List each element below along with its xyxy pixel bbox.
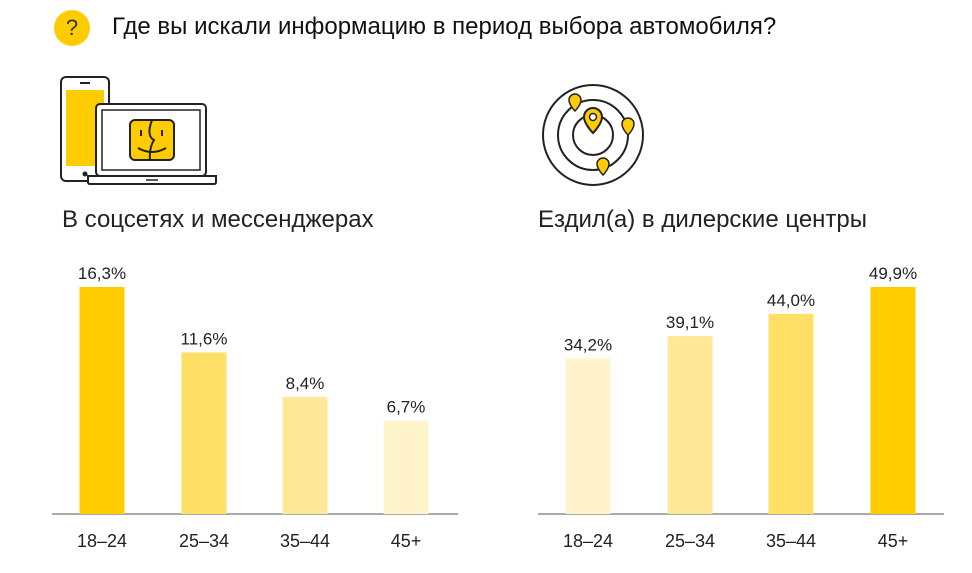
data-label: 34,2% bbox=[564, 335, 612, 354]
bar bbox=[565, 358, 611, 514]
tick-label: 18–24 bbox=[77, 531, 127, 551]
page-title: Где вы искали информацию в период выбора… bbox=[112, 13, 777, 40]
bar bbox=[768, 313, 814, 514]
data-label: 6,7% bbox=[387, 398, 426, 417]
tick-label: 18–24 bbox=[563, 531, 613, 551]
location-orbit-icon bbox=[542, 84, 644, 186]
chart-title-social: В соцсетях и мессенджерах bbox=[62, 206, 374, 233]
chart-0: 16,3% 18–24 11,6% 25–34 8,4% 35–44 6,7% 45+ bbox=[52, 264, 458, 551]
tick-label: 25–34 bbox=[665, 531, 715, 551]
tick-label: 35–44 bbox=[766, 531, 816, 551]
data-label: 16,3% bbox=[78, 264, 126, 283]
question-badge: ? bbox=[54, 10, 90, 46]
tick-label: 25–34 bbox=[179, 531, 229, 551]
devices-icon bbox=[60, 76, 217, 185]
tick-label: 45+ bbox=[878, 531, 909, 551]
bar bbox=[383, 420, 429, 514]
bar bbox=[870, 287, 916, 514]
data-label: 49,9% bbox=[869, 264, 917, 283]
bar bbox=[181, 352, 227, 514]
data-label: 8,4% bbox=[286, 374, 325, 393]
bar bbox=[79, 287, 125, 514]
chart-1: 34,2% 18–24 39,1% 25–34 44,0% 35–44 49,9% 45+ bbox=[538, 264, 944, 551]
data-label: 39,1% bbox=[666, 313, 714, 332]
tick-label: 35–44 bbox=[280, 531, 330, 551]
tick-label: 45+ bbox=[391, 531, 422, 551]
data-label: 11,6% bbox=[181, 329, 228, 348]
bar bbox=[282, 397, 328, 514]
bar bbox=[667, 336, 713, 514]
data-label: 44,0% bbox=[767, 291, 815, 310]
chart-title-dealers: Ездил(а) в дилерские центры bbox=[538, 206, 868, 233]
